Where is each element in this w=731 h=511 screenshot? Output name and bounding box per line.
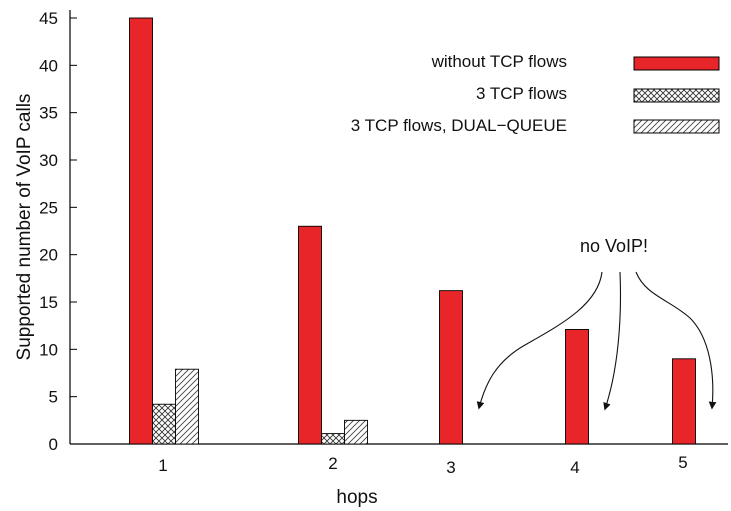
legend-swatch-without-tcp [633, 56, 720, 71]
y-tick-label: 25 [39, 198, 58, 217]
annotation-arrow-hop-5 [635, 271, 717, 410]
y-tick-label: 40 [39, 56, 58, 75]
y-axis-ticks: 0 5 10 15 20 25 30 35 40 45 [39, 9, 77, 454]
y-tick-label: 45 [39, 9, 58, 28]
bar-dual-queue-hop-1 [175, 368, 199, 445]
annotation-arrow-hop-4 [603, 271, 622, 411]
annotation-arrow-hop-3 [476, 271, 603, 410]
no-voip-annotation: no VoIP! [476, 236, 717, 411]
bar-without-tcp-hop-4 [565, 329, 589, 445]
y-tick-label: 10 [39, 340, 58, 359]
bar-without-tcp-hop-1 [129, 17, 153, 445]
legend-label-dual-queue: 3 TCP flows, DUAL−QUEUE [351, 116, 567, 135]
x-axis-title: hops [336, 487, 377, 508]
y-tick-label: 15 [39, 293, 58, 312]
legend-label-without-tcp: without TCP flows [431, 52, 567, 71]
legend-swatch-dual-queue [633, 119, 720, 134]
x-tick-label: 2 [328, 454, 337, 473]
y-axis-title: Supported number of VoIP calls [14, 94, 35, 361]
y-tick-label: 30 [39, 151, 58, 170]
bar-without-tcp-hop-5 [672, 358, 696, 445]
bar-3-tcp-hop-1 [152, 403, 176, 445]
y-tick-label: 20 [39, 246, 58, 265]
x-tick-label: 3 [446, 458, 455, 477]
x-axis-ticks: 1 2 3 4 5 [158, 453, 687, 477]
bar-3-tcp-hop-2 [321, 433, 345, 445]
y-tick-label: 5 [49, 388, 58, 407]
legend-label-3-tcp: 3 TCP flows [476, 84, 567, 103]
no-voip-label: no VoIP! [580, 236, 648, 256]
x-tick-label: 4 [570, 458, 579, 477]
y-tick-label: 35 [39, 104, 58, 123]
x-tick-label: 5 [678, 453, 687, 472]
bars-group [129, 17, 696, 445]
legend-swatch-3-tcp [633, 88, 720, 103]
y-tick-label: 0 [49, 435, 58, 454]
bar-without-tcp-hop-2 [298, 225, 322, 445]
x-tick-label: 1 [158, 456, 167, 475]
legend: without TCP flows 3 TCP flows 3 TCP flow… [351, 52, 720, 135]
bar-dual-queue-hop-2 [344, 419, 368, 445]
bar-without-tcp-hop-3 [439, 290, 463, 445]
